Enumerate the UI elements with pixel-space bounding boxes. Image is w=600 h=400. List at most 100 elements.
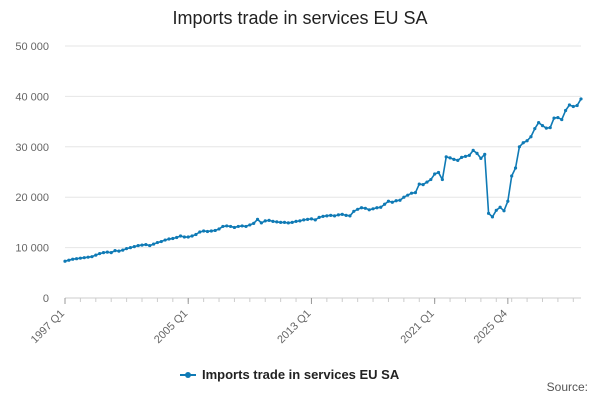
data-point[interactable] [306, 217, 310, 221]
data-point[interactable] [267, 218, 271, 222]
data-point[interactable] [86, 255, 90, 259]
data-point[interactable] [336, 213, 340, 217]
data-point[interactable] [140, 243, 144, 247]
data-point[interactable] [436, 170, 441, 175]
data-point[interactable] [298, 219, 302, 223]
data-point[interactable] [221, 224, 225, 229]
data-point[interactable] [402, 195, 406, 199]
data-point[interactable] [359, 206, 364, 210]
data-point[interactable] [78, 256, 82, 260]
data-point[interactable] [163, 238, 167, 242]
data-point[interactable] [117, 249, 121, 253]
data-point[interactable] [521, 141, 525, 145]
data-point[interactable] [494, 208, 498, 212]
data-point[interactable] [194, 232, 198, 237]
data-point[interactable] [109, 251, 113, 255]
data-point[interactable] [448, 156, 452, 160]
data-point[interactable] [506, 199, 510, 203]
data-point[interactable] [217, 227, 221, 231]
data-point[interactable] [167, 237, 171, 241]
data-point[interactable] [344, 213, 348, 217]
data-point[interactable] [275, 220, 279, 224]
data-point[interactable] [228, 224, 233, 229]
data-point[interactable] [159, 239, 163, 244]
data-point[interactable] [483, 152, 487, 156]
data-point[interactable] [460, 155, 464, 159]
data-point[interactable] [155, 240, 160, 245]
data-point[interactable] [213, 228, 217, 233]
data-point[interactable] [74, 257, 79, 261]
data-point[interactable] [479, 156, 483, 160]
data-point[interactable] [517, 145, 521, 149]
data-point[interactable] [575, 103, 579, 108]
data-point[interactable] [178, 234, 183, 238]
data-point[interactable] [386, 199, 391, 203]
data-point[interactable] [198, 230, 202, 234]
data-point[interactable] [409, 191, 414, 195]
data-point[interactable] [98, 252, 102, 256]
data-point[interactable] [452, 157, 456, 161]
data-point[interactable] [463, 154, 468, 158]
data-point[interactable] [433, 172, 437, 176]
data-point[interactable] [544, 126, 548, 130]
data-point[interactable] [348, 214, 352, 218]
data-point[interactable] [390, 200, 394, 204]
data-point[interactable] [209, 229, 213, 233]
data-point[interactable] [240, 224, 244, 228]
data-point[interactable] [363, 206, 367, 210]
data-point[interactable] [440, 177, 444, 182]
data-point[interactable] [121, 248, 125, 252]
data-point[interactable] [398, 198, 402, 202]
data-point[interactable] [286, 221, 290, 225]
data-point[interactable] [379, 205, 383, 209]
data-point[interactable] [371, 207, 375, 211]
data-point[interactable] [429, 177, 433, 182]
data-point[interactable] [225, 224, 229, 228]
data-point[interactable] [144, 242, 148, 247]
data-point[interactable] [136, 243, 140, 248]
data-point[interactable] [556, 115, 560, 120]
data-point[interactable] [540, 124, 545, 128]
data-point[interactable] [383, 202, 387, 206]
data-point[interactable] [128, 246, 133, 250]
data-point[interactable] [352, 209, 356, 213]
data-point[interactable] [332, 214, 337, 218]
data-point[interactable] [313, 218, 317, 222]
data-point[interactable] [282, 220, 287, 224]
data-point[interactable] [367, 208, 371, 212]
data-point[interactable] [232, 225, 237, 230]
data-point[interactable] [302, 218, 306, 222]
data-point[interactable] [486, 211, 491, 215]
data-point[interactable] [259, 221, 263, 225]
data-point[interactable] [413, 191, 418, 195]
data-point[interactable] [309, 217, 314, 221]
data-point[interactable] [175, 235, 179, 240]
data-point[interactable] [417, 182, 421, 186]
data-point[interactable] [529, 135, 533, 139]
data-point[interactable] [498, 205, 502, 209]
data-point[interactable] [340, 212, 344, 216]
data-point[interactable] [290, 220, 294, 224]
data-point[interactable] [248, 223, 252, 227]
data-point[interactable] [202, 229, 206, 233]
data-point[interactable] [321, 214, 325, 218]
data-point[interactable] [456, 158, 460, 163]
data-point[interactable] [67, 258, 71, 262]
data-point[interactable] [90, 255, 94, 259]
data-point[interactable] [421, 183, 425, 187]
data-point[interactable] [205, 229, 210, 234]
data-point[interactable] [252, 221, 256, 226]
data-point[interactable] [94, 253, 98, 257]
data-point[interactable] [101, 251, 106, 255]
data-point[interactable] [356, 207, 360, 211]
data-point[interactable] [579, 97, 583, 101]
data-point[interactable] [525, 139, 529, 143]
data-point[interactable] [467, 153, 471, 157]
data-point[interactable] [148, 243, 152, 248]
data-point[interactable] [406, 193, 410, 197]
data-point[interactable] [182, 235, 186, 239]
data-point[interactable] [444, 155, 448, 159]
data-point[interactable] [113, 249, 117, 253]
data-point[interactable] [236, 224, 240, 229]
data-point[interactable] [105, 250, 109, 254]
